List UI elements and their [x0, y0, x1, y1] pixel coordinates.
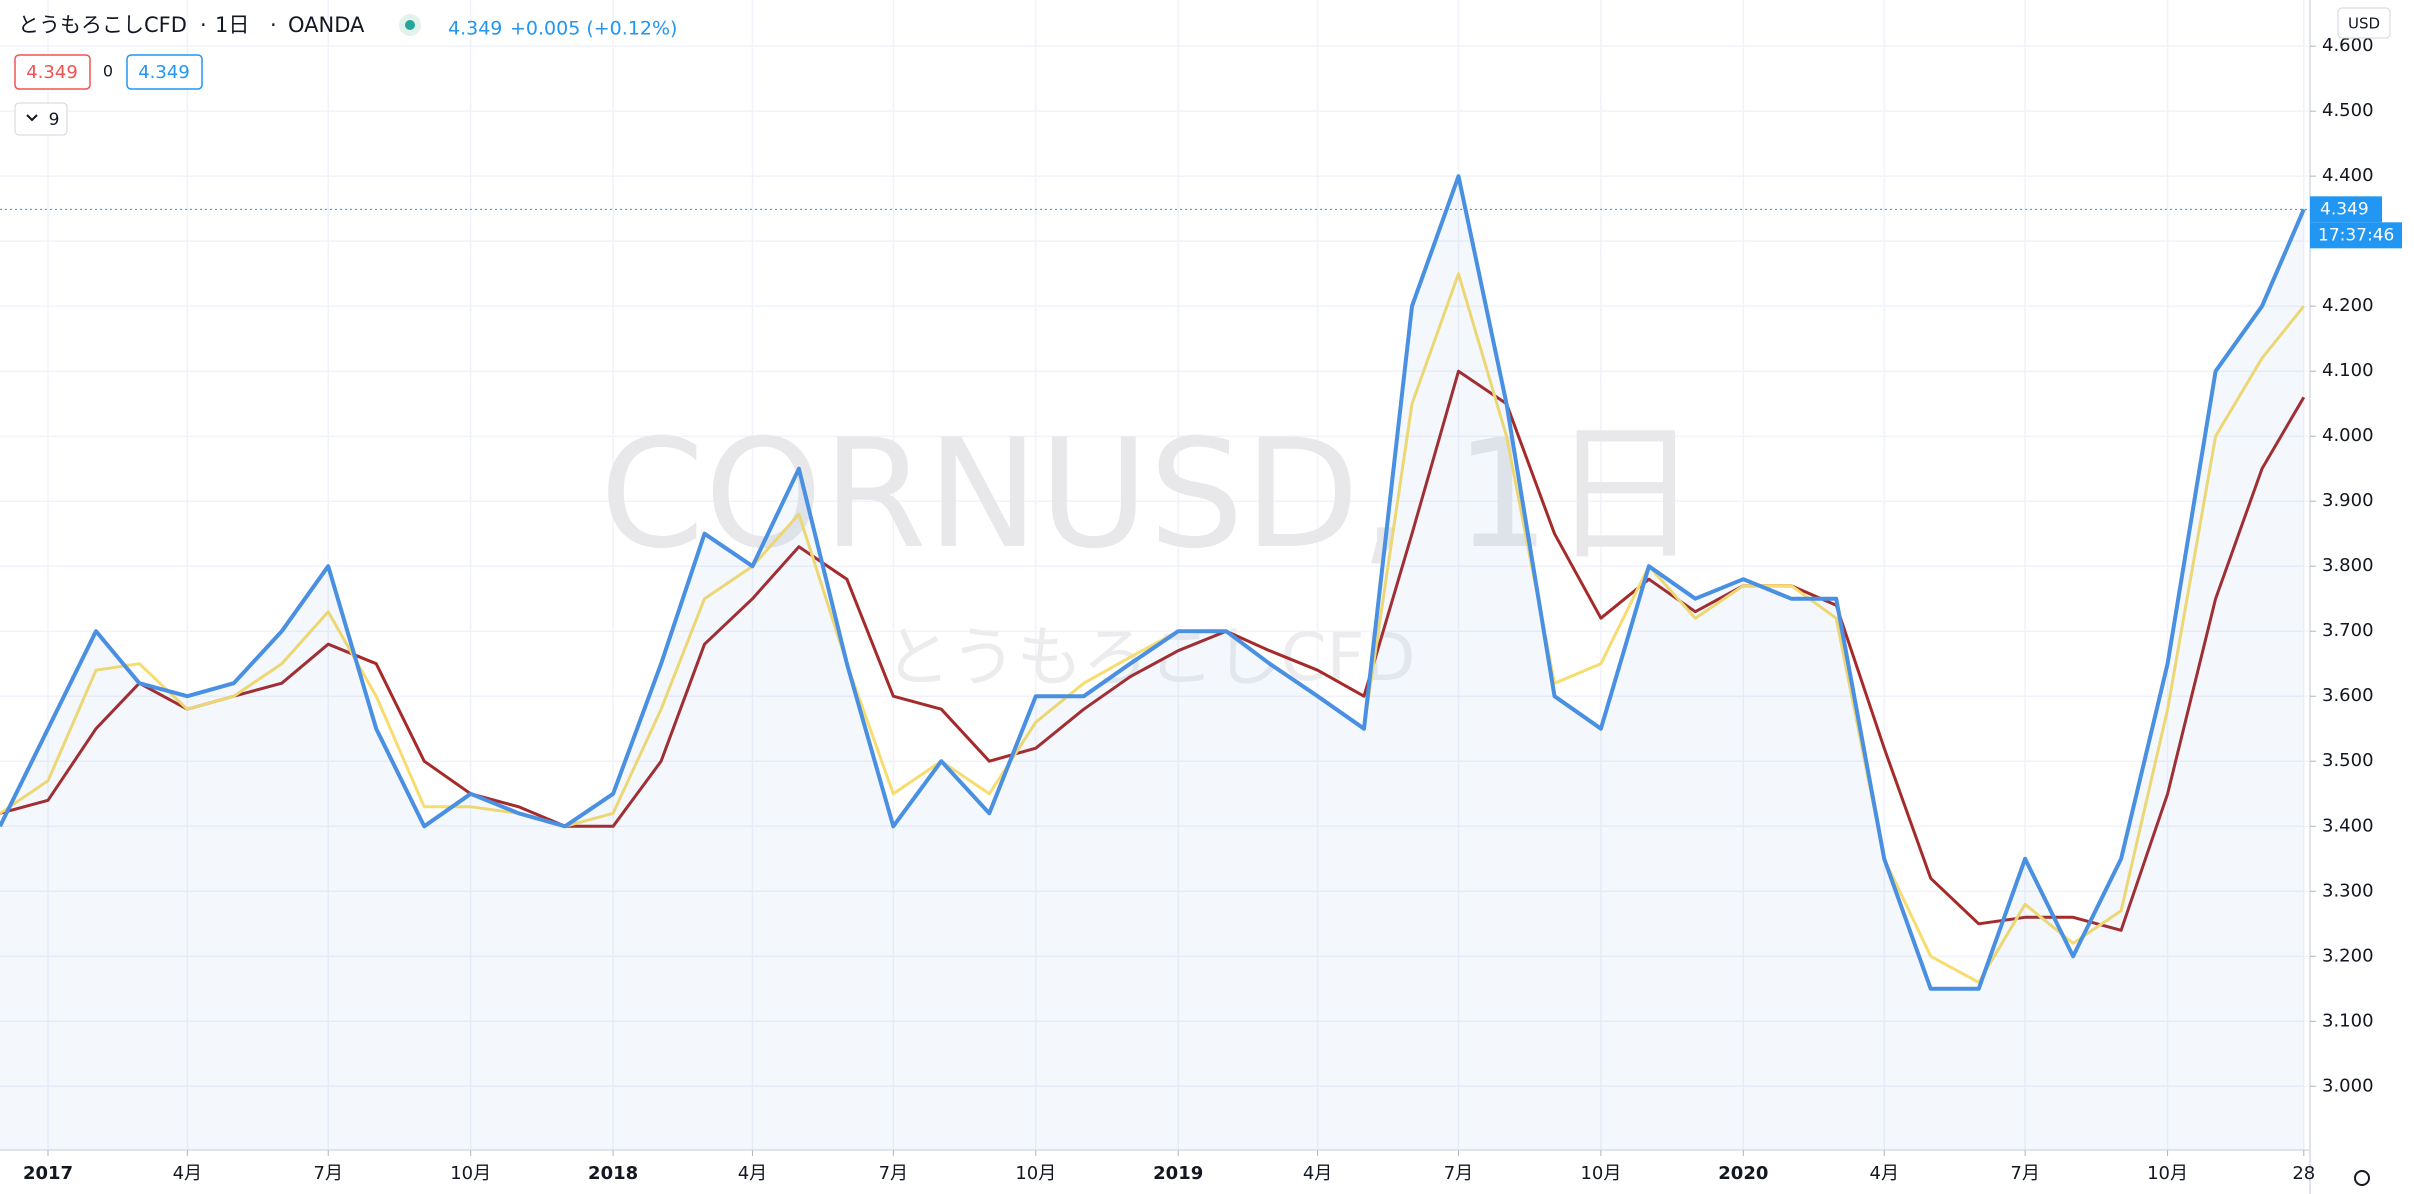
x-tick-label: 4月 — [1870, 1163, 1899, 1184]
x-tick-label: 10月 — [2147, 1163, 2188, 1184]
y-tick-label: 3.900 — [2322, 490, 2374, 511]
exchange: OANDA — [288, 13, 365, 37]
indicator-count: 9 — [49, 110, 60, 130]
x-tick-label: 2018 — [588, 1163, 638, 1184]
last-price: 4.349 — [448, 18, 502, 40]
y-tick-label: 3.700 — [2322, 620, 2374, 641]
y-tick-label: 4.400 — [2322, 165, 2374, 186]
indicator-toggle[interactable] — [14, 102, 68, 136]
y-tick-label: 4.600 — [2322, 35, 2374, 56]
y-tick-label: 4.100 — [2322, 360, 2374, 381]
countdown-box — [2310, 222, 2402, 249]
y-tick-label: 3.000 — [2322, 1075, 2374, 1096]
y-tick-label: 3.600 — [2322, 685, 2374, 706]
price-label: 4.349 — [2320, 199, 2369, 219]
x-tick-label: 4月 — [738, 1163, 767, 1184]
separator: · — [200, 13, 207, 37]
countdown: 17:37:46 — [2318, 225, 2394, 245]
line — [0, 174, 2306, 991]
y-tick-label: 3.500 — [2322, 750, 2374, 771]
currency-button[interactable] — [2337, 7, 2391, 39]
ask-box[interactable] — [126, 54, 203, 90]
ask[interactable]: 4.349 — [138, 62, 190, 83]
line — [0, 272, 2305, 984]
y-tick-label: 3.200 — [2322, 945, 2374, 966]
y-tick-label: 3.400 — [2322, 815, 2374, 836]
interval: 1日 — [215, 13, 249, 37]
x-tick-label: 7月 — [879, 1163, 908, 1184]
x-tick-label: 10月 — [1580, 1163, 1621, 1184]
x-tick-label: 4月 — [1303, 1163, 1332, 1184]
currency[interactable]: USD — [2348, 15, 2380, 33]
x-tick-label: 7月 — [314, 1163, 343, 1184]
plot — [0, 174, 2310, 1150]
change: +0.005 (+0.12%) — [510, 18, 677, 40]
x-tick-label: 28 — [2292, 1163, 2315, 1184]
watermark-name: とうもろこしCFD — [885, 619, 1416, 696]
bid[interactable]: 4.349 — [26, 62, 78, 83]
x-tick-label: 7月 — [1444, 1163, 1473, 1184]
x-tick-label: 10月 — [1015, 1163, 1056, 1184]
y-tick-label: 4.500 — [2322, 100, 2374, 121]
bid-box[interactable] — [14, 54, 91, 90]
x-tick-label: 2020 — [1718, 1163, 1768, 1184]
y-tick-label: 3.100 — [2322, 1010, 2374, 1031]
chevron-icon — [26, 114, 38, 122]
axes: 3.000 3.100 3.200 3.300 3.400 3.500 3.600 3.700… — [23, 35, 2402, 1184]
y-tick-label: 3.300 — [2322, 880, 2374, 901]
grid — [0, 0, 2310, 1150]
line — [0, 369, 2306, 932]
symbol: とうもろこしCFD — [18, 13, 187, 37]
area — [0, 176, 2304, 1150]
x-tick-label: 2019 — [1153, 1163, 1203, 1184]
y-tick-label: 4.200 — [2322, 295, 2374, 316]
x-tick-label: 7月 — [2010, 1163, 2039, 1184]
x-tick-label: 4月 — [173, 1163, 202, 1184]
y-tick-label: 4.000 — [2322, 425, 2374, 446]
x-tick-label: 10月 — [450, 1163, 491, 1184]
settings-icon[interactable] — [2354, 1170, 2370, 1186]
price-label-box — [2310, 196, 2382, 223]
spread: 0 — [103, 62, 113, 81]
status-dot — [405, 20, 415, 30]
separator: · — [270, 13, 277, 37]
x-tick-label: 2017 — [23, 1163, 73, 1184]
y-tick-label: 3.800 — [2322, 555, 2374, 576]
